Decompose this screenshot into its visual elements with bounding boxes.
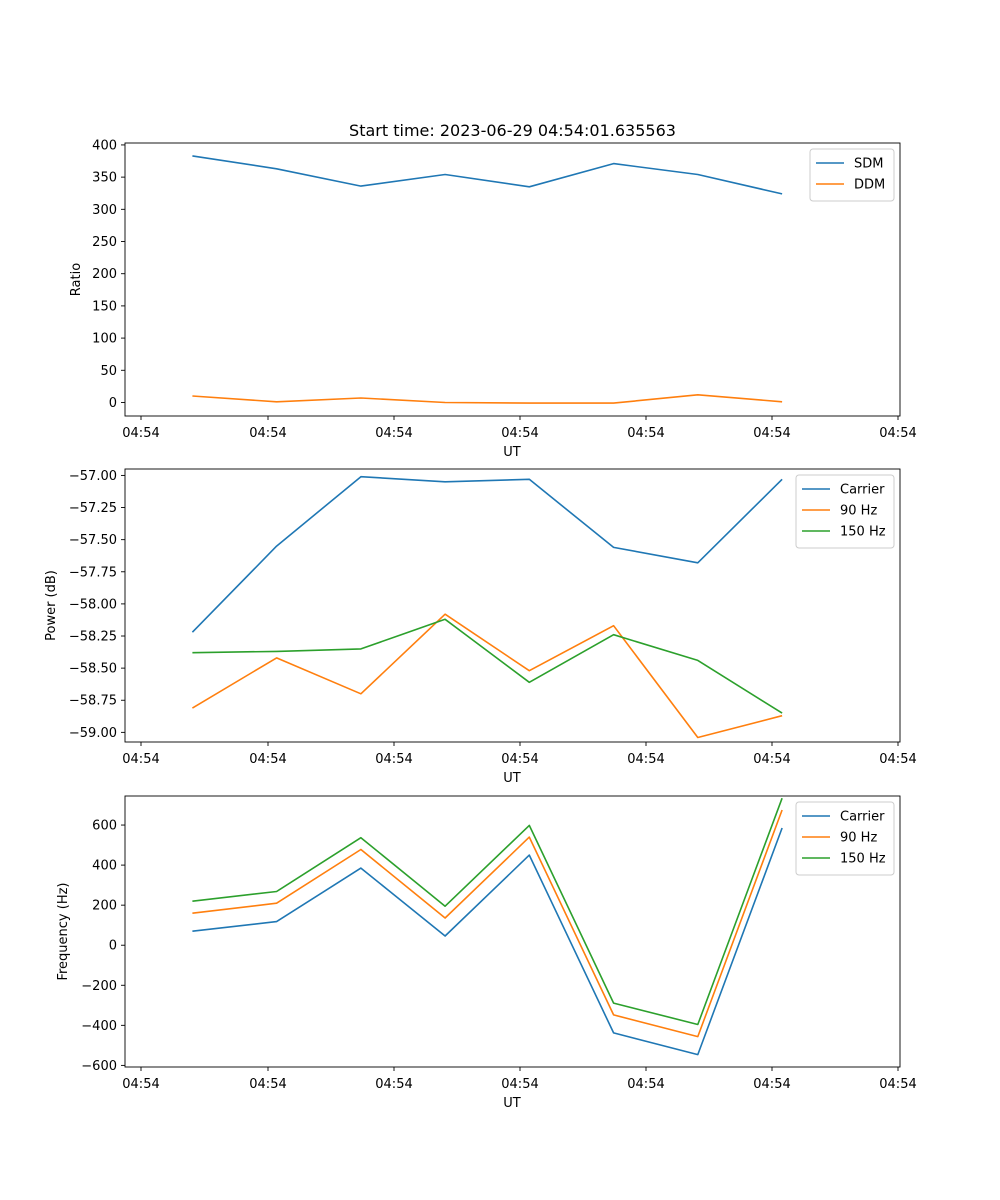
figure-title: Start time: 2023-06-29 04:54:01.635563 [349, 121, 676, 140]
chart-panel-2: −57.00 −57.25 −57.50 −57.75 −58.00 −58.25 −58.… [44, 468, 917, 786]
x-tick-label: 04:54 [375, 1077, 412, 1092]
legend-label: 90 Hz [840, 831, 877, 846]
x-tick-label: 04:54 [122, 426, 159, 441]
y-tick-label: 600 [92, 819, 117, 834]
y-axis-label: Frequency (Hz) [56, 882, 71, 980]
y-tick-label: 0 [109, 939, 117, 954]
x-tick-label: 04:54 [753, 1077, 790, 1092]
y-tick-label: −58.75 [69, 694, 117, 709]
y-tick-label: −57.75 [69, 565, 117, 580]
legend-label: 90 Hz [840, 504, 877, 519]
y-tick-label: −58.50 [69, 662, 117, 677]
x-axis-label: UT [503, 1096, 521, 1111]
y-tick-label: −57.25 [69, 501, 117, 516]
x-tick-label: 04:54 [249, 426, 286, 441]
legend: Carrier 90 Hz 150 Hz [795, 474, 895, 549]
x-tick-label: 04:54 [627, 1077, 664, 1092]
x-tick-label: 04:54 [249, 752, 286, 767]
y-tick-label: 50 [100, 364, 117, 379]
series-line-sdm [192, 155, 783, 195]
legend: SDM DDM [809, 148, 895, 202]
x-tick-label: 04:54 [879, 426, 916, 441]
series-line-90-hz [191, 613, 783, 739]
y-tick-label: 300 [92, 203, 117, 218]
x-tick-label: 04:54 [122, 1077, 159, 1092]
x-tick-label: 04:54 [501, 426, 538, 441]
plot-frame [124, 142, 901, 417]
y-tick-label: 200 [92, 899, 117, 914]
series-line-90-hz [192, 809, 783, 1038]
y-tick-label: −58.25 [69, 630, 117, 645]
y-tick-label: 0 [109, 396, 117, 411]
y-tick-label: −57.50 [69, 533, 117, 548]
chart-panel-1: 0 50 100 150 200 250 300 350 400 04:54 04:54 04:54 0… [69, 138, 917, 460]
x-tick-label: 04:54 [249, 1077, 286, 1092]
y-tick-label: −200 [81, 979, 117, 994]
y-tick-label: −57.00 [69, 469, 117, 484]
series-line-ddm [192, 393, 783, 404]
series-line-150-hz [192, 618, 783, 714]
y-tick-label: −58.00 [69, 597, 117, 612]
legend-box [795, 801, 895, 876]
series-line-150-hz [192, 797, 783, 1026]
x-tick-label: 04:54 [879, 1077, 916, 1092]
y-tick-label: −600 [81, 1059, 117, 1074]
plot-frame [124, 468, 901, 743]
y-tick-label: 150 [92, 299, 117, 314]
legend-label: 150 Hz [840, 525, 886, 540]
series-line-carrier [192, 827, 783, 1056]
y-tick-label: 250 [92, 235, 117, 250]
y-tick-label: 100 [92, 332, 117, 347]
legend-box [795, 474, 895, 549]
y-axis-label: Ratio [69, 263, 84, 296]
chart-panel-3: 600 400 200 0 −200 −400 −600 04:54 04:54 04:54 04:… [56, 795, 917, 1111]
y-tick-label: 200 [92, 267, 117, 282]
y-axis-label: Power (dB) [44, 570, 59, 641]
y-tick-label: −400 [81, 1019, 117, 1034]
x-tick-label: 04:54 [122, 752, 159, 767]
y-tick-label: −59.00 [69, 726, 117, 741]
legend-label: Carrier [840, 810, 885, 825]
legend-label: SDM [854, 157, 883, 172]
series-line-carrier [191, 475, 783, 633]
legend-label: DDM [854, 178, 885, 193]
x-tick-label: 04:54 [375, 752, 412, 767]
x-tick-label: 04:54 [501, 752, 538, 767]
y-tick-label: 400 [92, 859, 117, 874]
legend-label: 150 Hz [840, 852, 886, 867]
x-tick-label: 04:54 [753, 752, 790, 767]
x-tick-label: 04:54 [879, 752, 916, 767]
x-tick-label: 04:54 [627, 752, 664, 767]
legend: Carrier 90 Hz 150 Hz [795, 801, 895, 876]
y-tick-label: 400 [92, 138, 117, 153]
x-tick-label: 04:54 [501, 1077, 538, 1092]
x-tick-label: 04:54 [627, 426, 664, 441]
plot-frame [124, 795, 901, 1068]
legend-label: Carrier [840, 483, 885, 498]
legend-box [809, 148, 895, 202]
x-tick-label: 04:54 [753, 426, 790, 441]
y-tick-label: 350 [92, 171, 117, 186]
x-tick-label: 04:54 [375, 426, 412, 441]
x-axis-label: UT [503, 445, 521, 460]
x-axis-label: UT [503, 771, 521, 786]
